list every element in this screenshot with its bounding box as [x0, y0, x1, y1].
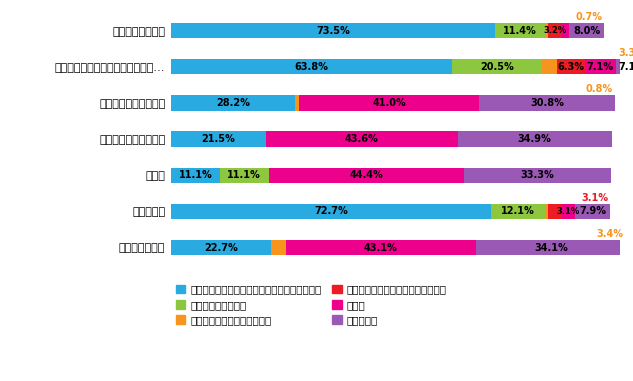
Bar — [295, 95, 299, 110]
Bar — [562, 23, 569, 38]
Text: 3.1%: 3.1% — [557, 207, 580, 216]
Bar — [171, 240, 271, 255]
Text: 7.1%: 7.1% — [618, 62, 633, 72]
Text: 0.7%: 0.7% — [575, 12, 602, 22]
Bar — [557, 59, 585, 74]
Bar — [476, 240, 626, 255]
Bar — [266, 131, 458, 147]
Bar — [548, 204, 561, 219]
Text: 7.9%: 7.9% — [579, 207, 606, 216]
Bar — [495, 23, 545, 38]
Bar — [171, 95, 295, 110]
Text: 3.4%: 3.4% — [597, 229, 624, 239]
Text: 43.1%: 43.1% — [364, 242, 398, 253]
Bar — [542, 59, 557, 74]
Text: 11.1%: 11.1% — [179, 170, 212, 180]
Text: 30.8%: 30.8% — [530, 98, 564, 108]
Bar — [585, 59, 616, 74]
Text: 43.6%: 43.6% — [345, 134, 379, 144]
Text: 8.0%: 8.0% — [573, 26, 601, 36]
Text: 34.1%: 34.1% — [534, 242, 568, 253]
Bar — [269, 168, 465, 183]
Bar — [171, 168, 220, 183]
Bar — [575, 204, 610, 219]
Bar — [545, 23, 548, 38]
Text: 34.9%: 34.9% — [518, 134, 551, 144]
Text: 22.7%: 22.7% — [204, 242, 238, 253]
Text: 28.2%: 28.2% — [216, 98, 250, 108]
Bar — [561, 204, 575, 219]
Text: 73.5%: 73.5% — [316, 26, 349, 36]
Text: 3.3%: 3.3% — [618, 48, 633, 58]
Bar — [569, 23, 605, 38]
Text: 44.4%: 44.4% — [349, 170, 384, 180]
Text: 20.5%: 20.5% — [480, 62, 514, 72]
Bar — [286, 240, 476, 255]
Bar — [171, 59, 452, 74]
Bar — [452, 59, 542, 74]
Legend: 子供や配偶者（あるいはパートナー）等が住む, 売却・賃貸等される, 住む予定がなく空き家となる, リバースモーゲージの返済にあてる, その他, わからない: 子供や配偶者（あるいはパートナー）等が住む, 売却・賃貸等される, 住む予定がな… — [176, 285, 447, 325]
Text: 11.1%: 11.1% — [227, 170, 261, 180]
Text: 3.2%: 3.2% — [544, 26, 567, 35]
Bar — [548, 23, 562, 38]
Bar — [465, 168, 611, 183]
Bar — [479, 95, 615, 110]
Bar — [271, 240, 286, 255]
Text: 12.1%: 12.1% — [501, 207, 535, 216]
Text: 7.1%: 7.1% — [587, 62, 614, 72]
Text: 63.8%: 63.8% — [294, 62, 329, 72]
Bar — [171, 131, 266, 147]
Bar — [544, 204, 548, 219]
Text: 33.3%: 33.3% — [521, 170, 555, 180]
Bar — [299, 95, 479, 110]
Text: 21.5%: 21.5% — [201, 134, 235, 144]
Text: 0.8%: 0.8% — [586, 84, 613, 94]
Text: 11.4%: 11.4% — [503, 26, 537, 36]
Text: 41.0%: 41.0% — [372, 98, 406, 108]
Bar — [491, 204, 544, 219]
Bar — [616, 59, 633, 74]
Text: 3.1%: 3.1% — [581, 193, 608, 203]
Bar — [458, 131, 611, 147]
Text: 72.7%: 72.7% — [314, 207, 348, 216]
Text: 6.3%: 6.3% — [557, 62, 584, 72]
Bar — [220, 168, 269, 183]
Bar — [171, 23, 495, 38]
Bar — [171, 204, 491, 219]
